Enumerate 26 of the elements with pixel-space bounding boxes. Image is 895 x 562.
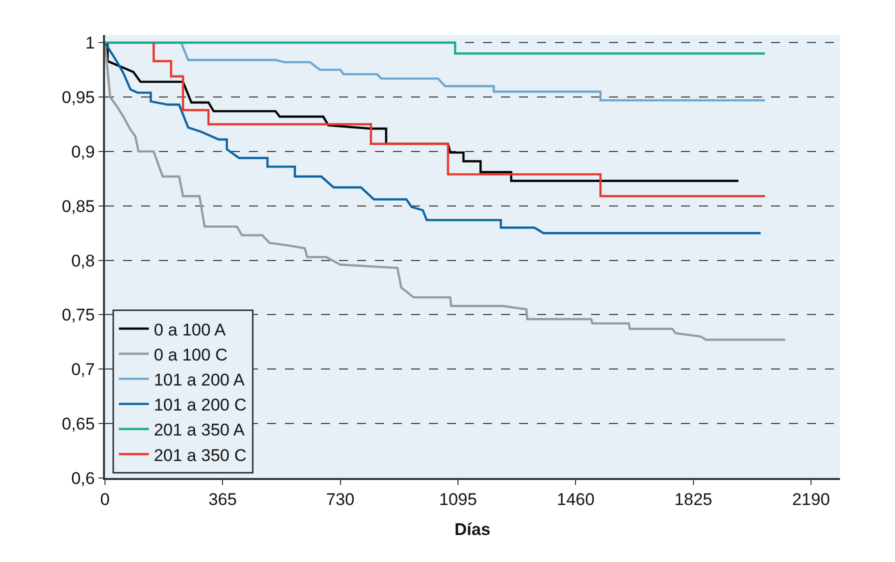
y-tick-label: 0,85 [62,196,95,216]
x-tick-label: 365 [208,490,237,510]
y-tick-label: 0,75 [62,306,95,325]
y-tick-label: 0,7 [71,360,95,380]
y-tick-label: 0,65 [62,414,95,434]
x-tick-label: 1825 [674,490,712,510]
x-tick-label: 1460 [556,490,595,510]
y-tick-label: 0,6 [71,468,95,488]
x-tick-label: 0 [100,490,110,510]
line-series [152,42,766,198]
x-axis-title: Días [454,520,490,540]
legend-label: 201 a 350 C [154,446,246,465]
y-tick-label: 0,9 [71,142,95,162]
y-tick-label: 0,95 [62,88,95,107]
x-tick-label: 730 [326,490,355,510]
y-tick-label: 0,8 [71,251,95,270]
line-series [105,42,740,182]
x-tick-label: 2190 [792,490,830,510]
line-series [105,42,762,234]
y-tick-label: 1 [85,34,95,53]
legend-label: 101 a 200 A [154,370,246,390]
legend-label: 0 a 100 C [154,345,228,364]
legend-label: 201 a 350 A [154,420,246,440]
legend-label: 101 a 200 C [154,396,246,415]
x-tick-label: 1095 [439,490,477,510]
legend-label: 0 a 100 A [154,320,226,340]
